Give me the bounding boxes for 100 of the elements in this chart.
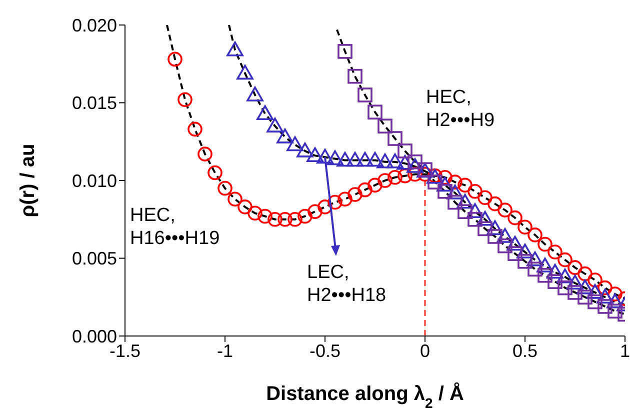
annotation: HEC, H2•••H9	[426, 87, 495, 131]
point	[536, 258, 554, 272]
point	[516, 244, 534, 258]
point	[528, 262, 542, 277]
point	[276, 128, 294, 144]
point	[398, 144, 412, 158]
point	[596, 288, 614, 304]
point	[408, 154, 422, 170]
point	[316, 148, 334, 164]
point	[286, 136, 304, 152]
point	[358, 88, 372, 102]
point	[338, 44, 352, 59]
point	[378, 118, 392, 134]
point	[598, 280, 612, 296]
point	[238, 200, 252, 214]
y-tick-label: 0.015	[72, 93, 117, 114]
point	[498, 202, 512, 218]
point	[228, 192, 242, 207]
point	[296, 142, 314, 158]
point	[468, 212, 482, 227]
point	[358, 182, 372, 198]
point	[518, 220, 532, 235]
point	[178, 92, 192, 108]
x-tick-label: 1	[620, 340, 630, 361]
point	[476, 210, 494, 226]
point	[556, 268, 574, 284]
point	[288, 212, 302, 227]
point	[308, 204, 322, 219]
point	[496, 228, 514, 243]
point	[188, 122, 202, 137]
point	[278, 212, 292, 227]
annotation: HEC, H16•••H19	[130, 205, 220, 249]
point	[326, 150, 344, 166]
point	[456, 194, 474, 209]
point	[226, 41, 244, 56]
point	[386, 153, 404, 168]
y-tick-label: 0.010	[72, 170, 117, 191]
point	[508, 246, 522, 261]
point	[568, 260, 582, 275]
point	[566, 274, 584, 290]
point	[576, 279, 594, 294]
x-tick-label: 0	[420, 340, 430, 361]
point	[548, 244, 562, 260]
y-tick-label: 0.020	[72, 15, 117, 36]
point	[246, 86, 264, 102]
point	[438, 184, 452, 199]
point	[546, 264, 564, 279]
point	[208, 165, 222, 180]
annotation: LEC, H2•••H18	[307, 262, 386, 306]
point	[378, 173, 392, 188]
point	[446, 184, 464, 200]
x-axis-title: Distance along λ$_{2}$ / Å	[266, 382, 464, 411]
point	[528, 228, 542, 242]
point	[568, 285, 582, 300]
point	[168, 52, 182, 67]
point	[478, 221, 492, 236]
point	[248, 206, 262, 221]
y-tick-label: 0.000	[72, 326, 117, 346]
point	[348, 68, 362, 84]
point	[398, 168, 412, 184]
point	[346, 152, 364, 167]
point	[388, 131, 402, 146]
point	[468, 184, 482, 199]
point	[368, 178, 382, 193]
point	[488, 196, 502, 212]
point	[306, 147, 324, 162]
y-tick-label: 0.005	[72, 248, 117, 269]
point	[508, 210, 522, 226]
point	[606, 293, 624, 308]
point	[558, 280, 572, 296]
point	[486, 220, 504, 236]
x-tick-label: 0.5	[512, 340, 538, 361]
point	[478, 190, 492, 206]
point	[348, 187, 362, 202]
point	[518, 254, 532, 269]
point	[526, 251, 544, 266]
x-tick-label: -0.5	[309, 340, 341, 361]
point	[506, 236, 524, 251]
point	[578, 266, 592, 282]
point	[438, 170, 452, 185]
point	[466, 203, 484, 218]
point	[498, 238, 512, 254]
point	[368, 104, 382, 120]
x-tick-label: -1	[216, 340, 234, 361]
point	[588, 294, 602, 310]
y-axis-title: ρ(r) / au	[17, 144, 39, 218]
point	[336, 152, 354, 167]
point	[266, 118, 284, 132]
point	[578, 290, 592, 305]
point	[458, 178, 472, 193]
point	[586, 284, 604, 299]
point	[538, 236, 552, 252]
point	[448, 174, 462, 190]
point	[256, 105, 274, 120]
point	[608, 286, 622, 302]
point	[406, 158, 424, 173]
point	[488, 229, 502, 244]
point	[236, 64, 254, 80]
point	[548, 274, 562, 289]
point	[436, 176, 454, 192]
